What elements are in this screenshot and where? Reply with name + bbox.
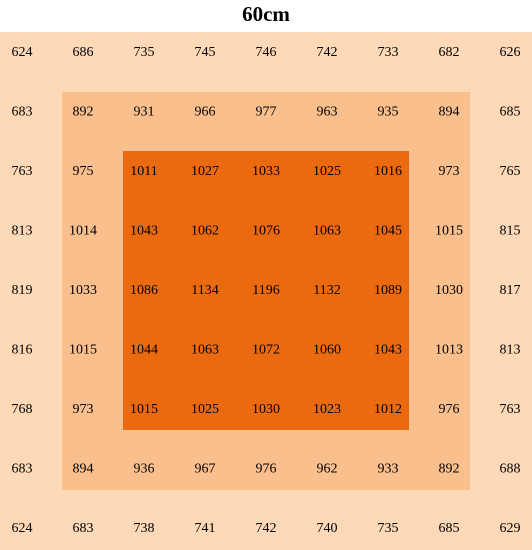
cell-value: 1072 — [252, 343, 280, 358]
cell-value: 735 — [134, 45, 155, 60]
cell-value: 817 — [500, 283, 521, 298]
cell-value: 962 — [317, 462, 338, 477]
cell-value: 742 — [256, 521, 277, 536]
cell-value: 1015 — [69, 343, 97, 358]
cell-value: 819 — [12, 283, 33, 298]
cell-value: 1012 — [374, 402, 402, 417]
cell-value: 1076 — [252, 224, 280, 239]
cell-value: 1044 — [130, 343, 158, 358]
cell-value: 936 — [134, 462, 155, 477]
cell-value: 686 — [73, 45, 94, 60]
cell-value: 626 — [500, 45, 521, 60]
cell-value: 1043 — [130, 224, 158, 239]
cell-value: 765 — [500, 164, 521, 179]
cell-value: 688 — [500, 462, 521, 477]
cell-value: 685 — [439, 521, 460, 536]
cell-value: 1025 — [191, 402, 219, 417]
cell-value: 1030 — [252, 402, 280, 417]
cell-value: 894 — [73, 462, 94, 477]
cell-value: 1063 — [191, 343, 219, 358]
title: 60cm — [242, 2, 290, 26]
cell-value: 975 — [73, 164, 94, 179]
cell-value: 813 — [500, 343, 521, 358]
cell-value: 742 — [317, 45, 338, 60]
cell-value: 740 — [317, 521, 338, 536]
cell-value: 1027 — [191, 164, 219, 179]
cell-value: 685 — [500, 105, 521, 120]
cell-value: 973 — [439, 164, 460, 179]
cell-value: 976 — [439, 402, 460, 417]
cell-value: 1033 — [252, 164, 280, 179]
cell-value: 815 — [500, 224, 521, 239]
cell-value: 813 — [12, 224, 33, 239]
cell-value: 763 — [12, 164, 33, 179]
cell-value: 977 — [256, 105, 277, 120]
cell-value: 1134 — [191, 283, 218, 298]
cell-value: 1015 — [435, 224, 463, 239]
cell-value: 1033 — [69, 283, 97, 298]
cell-value: 1015 — [130, 402, 158, 417]
cell-value: 1089 — [374, 283, 402, 298]
cell-value: 733 — [378, 45, 399, 60]
cell-value: 931 — [134, 105, 155, 120]
cell-value: 1086 — [130, 283, 158, 298]
cell-value: 683 — [73, 521, 94, 536]
cell-value: 745 — [195, 45, 216, 60]
cell-value: 966 — [195, 105, 216, 120]
cell-value: 768 — [12, 402, 33, 417]
cell-value: 624 — [12, 45, 33, 60]
cell-value: 746 — [256, 45, 277, 60]
cell-value: 816 — [12, 343, 33, 358]
cell-value: 935 — [378, 105, 399, 120]
cell-value: 629 — [500, 521, 521, 536]
cell-value: 1011 — [130, 164, 157, 179]
cell-value: 624 — [12, 521, 33, 536]
cell-value: 763 — [500, 402, 521, 417]
cell-value: 892 — [73, 105, 94, 120]
cell-value: 1023 — [313, 402, 341, 417]
cell-value: 1043 — [374, 343, 402, 358]
cell-value: 1060 — [313, 343, 341, 358]
cell-value: 967 — [195, 462, 216, 477]
cell-value: 894 — [439, 105, 460, 120]
cell-value: 1062 — [191, 224, 219, 239]
cell-value: 738 — [134, 521, 155, 536]
grid: 624 686 735 745 746 742 733 682 626 683 892 931 966 9… — [12, 45, 521, 536]
cell-value: 741 — [195, 521, 216, 536]
cell-value: 1196 — [252, 283, 279, 298]
cell-value: 1016 — [374, 164, 402, 179]
cell-value: 1013 — [435, 343, 463, 358]
cell-value: 1045 — [374, 224, 402, 239]
cell-value: 1063 — [313, 224, 341, 239]
cell-value: 892 — [439, 462, 460, 477]
inner-zone — [123, 151, 409, 430]
cell-value: 973 — [73, 402, 94, 417]
cell-value: 683 — [12, 105, 33, 120]
cell-value: 683 — [12, 462, 33, 477]
cell-value: 963 — [317, 105, 338, 120]
cell-value: 1014 — [69, 224, 97, 239]
cell-value: 1025 — [313, 164, 341, 179]
cell-value: 682 — [439, 45, 460, 60]
cell-value: 1030 — [435, 283, 463, 298]
cell-value: 933 — [378, 462, 399, 477]
cell-value: 735 — [378, 521, 399, 536]
cell-value: 976 — [256, 462, 277, 477]
cell-value: 1132 — [313, 283, 340, 298]
